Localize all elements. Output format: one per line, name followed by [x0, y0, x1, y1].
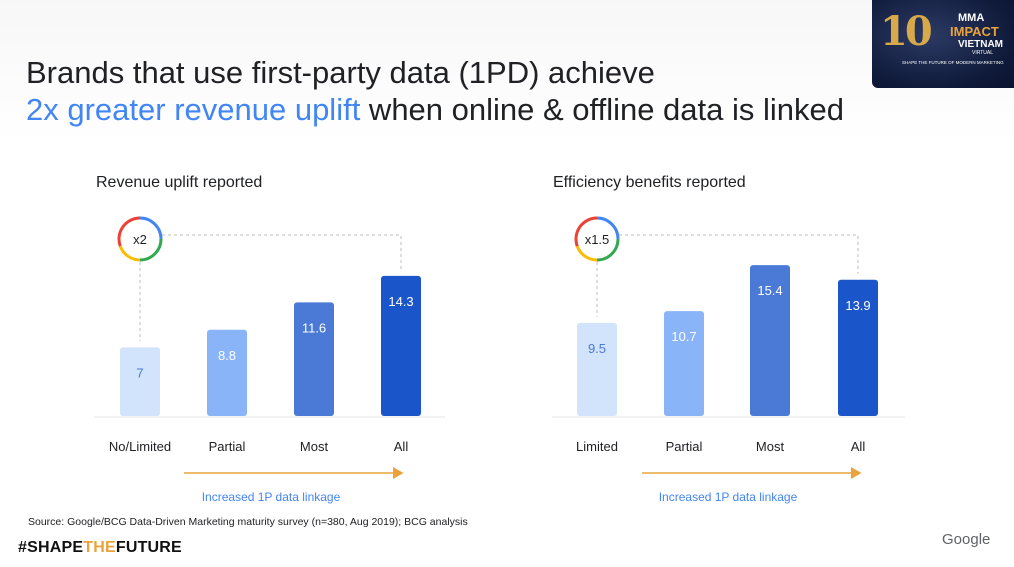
logo-format: VIRTUAL	[972, 50, 994, 56]
google-wordmark: Google	[942, 531, 991, 548]
logo-brand: MMA	[958, 12, 985, 24]
chart-1-category-label-1: No/Limited	[109, 439, 171, 454]
chart-2-connector-high	[619, 234, 859, 274]
chart-1-value-label-2: 8.8	[218, 348, 236, 363]
logo-country: VIETNAM	[958, 39, 1003, 50]
chart-2-arrow-label: Increased 1P data linkage	[659, 490, 798, 504]
chart-1-arrow-label: Increased 1P data linkage	[202, 490, 341, 504]
chart-2-multiplier-label: x1.5	[585, 232, 610, 247]
slide-title: Brands that use first-party data (1PD) a…	[26, 54, 926, 128]
chart-2-category-label-3: Most	[756, 439, 785, 454]
chart-1-category-label-3: Most	[300, 439, 329, 454]
chart-2-badge-ring-3	[575, 245, 598, 262]
chart-1-badge-ring-2	[139, 238, 163, 262]
chart-1-value-label-3: 11.6	[302, 320, 326, 335]
mma-impact-vietnam-logo: 10 MMA IMPACT VIETNAM VIRTUAL SHAPE THE …	[872, 0, 1014, 88]
chart-2-bar-1	[577, 322, 617, 416]
logo-event: IMPACT	[950, 24, 999, 39]
hashtag: #SHAPETHEFUTURE	[18, 539, 182, 557]
chart-2-badge-ring-1	[596, 216, 620, 240]
title-highlight: 2x greater revenue uplift	[26, 92, 361, 127]
chart-1-value-label-1: 7	[136, 365, 143, 380]
chart-2-bar-3	[750, 265, 790, 416]
chart-2-category-label-4: All	[851, 439, 866, 454]
chart-1-category-label-4: All	[394, 439, 409, 454]
chart-2-value-label-1: 9.5	[588, 341, 606, 356]
chart-1-value-label-4: 14.3	[388, 294, 413, 309]
hashtag-part-2: THE	[83, 539, 116, 556]
hashtag-part-3: FUTURE	[115, 539, 182, 556]
chart-1-badge-ring-4	[117, 216, 141, 247]
chart-2-title: Efficiency benefits reported	[553, 174, 746, 191]
logo-number: 10	[880, 8, 933, 55]
chart-2-badge-ring-4	[574, 216, 598, 247]
chart-2-multiplier-badge	[576, 218, 618, 260]
chart-2-bar-2	[664, 311, 704, 416]
chart-2-bar-4	[838, 279, 878, 416]
chart-1-bar-1	[120, 347, 160, 416]
source-note: Source: Google/BCG Data-Driven Marketing…	[28, 516, 468, 528]
chart-2-badge-ring-2	[596, 238, 620, 262]
chart-2-value-label-4: 13.9	[845, 298, 870, 313]
title-rest: when online & offline data is linked	[360, 92, 845, 127]
chart-2-value-label-2: 10.7	[671, 329, 696, 344]
chart-2-category-label-2: Partial	[666, 439, 703, 454]
chart-1-bar-4	[381, 275, 421, 416]
chart-1-badge-ring-3	[118, 245, 141, 262]
chart-2-value-label-3: 15.4	[757, 283, 782, 298]
chart-1-bar-3	[294, 302, 334, 416]
title-line-1: Brands that use first-party data (1PD) a…	[26, 55, 655, 90]
chart-2-category-label-1: Limited	[576, 439, 618, 454]
logo-tagline: SHAPE THE FUTURE OF MODERN MARKETING	[902, 60, 1004, 65]
chart-1-title: Revenue uplift reported	[96, 174, 263, 191]
chart-1-connector-high	[162, 234, 402, 270]
chart-1-multiplier-label: x2	[133, 232, 147, 247]
title-line-2: 2x greater revenue uplift when online & …	[26, 91, 926, 128]
hashtag-part-1: #SHAPE	[18, 539, 84, 556]
chart-1-bar-2	[207, 329, 247, 416]
chart-1-multiplier-badge	[119, 218, 161, 260]
chart-1-badge-ring-1	[139, 216, 163, 240]
chart-1-category-label-2: Partial	[209, 439, 246, 454]
